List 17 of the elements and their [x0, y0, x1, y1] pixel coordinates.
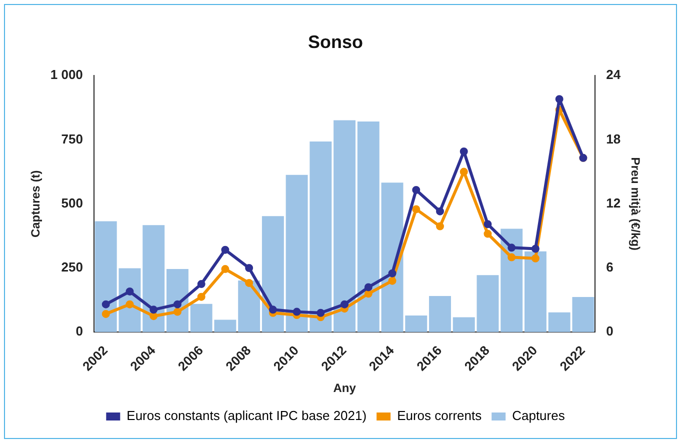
y2-tick-label: 24 [606, 67, 622, 82]
y2-tick-label: 12 [606, 195, 621, 210]
y-tick-label: 0 [76, 324, 83, 339]
y-axis-title: Captures (t) [28, 170, 43, 238]
y2-tick-label: 0 [606, 324, 614, 339]
legend-label: Euros corrents [397, 408, 482, 424]
chart-title: Sonso [308, 32, 364, 52]
y2-tick-label: 6 [606, 260, 614, 275]
y-tick-label: 1 000 [50, 67, 83, 82]
x-axis-title: Any [333, 381, 356, 396]
legend-label: Captures [512, 408, 566, 424]
y2-tick-label: 18 [606, 131, 621, 146]
y-tick-label: 500 [61, 195, 83, 210]
y-tick-label: 250 [61, 260, 83, 275]
y2-axis-title: Preu mitjà (€/kg) [628, 157, 642, 251]
legend-label: Euros constants (aplicant IPC base 2021) [126, 408, 367, 424]
y-tick-label: 750 [61, 131, 83, 146]
